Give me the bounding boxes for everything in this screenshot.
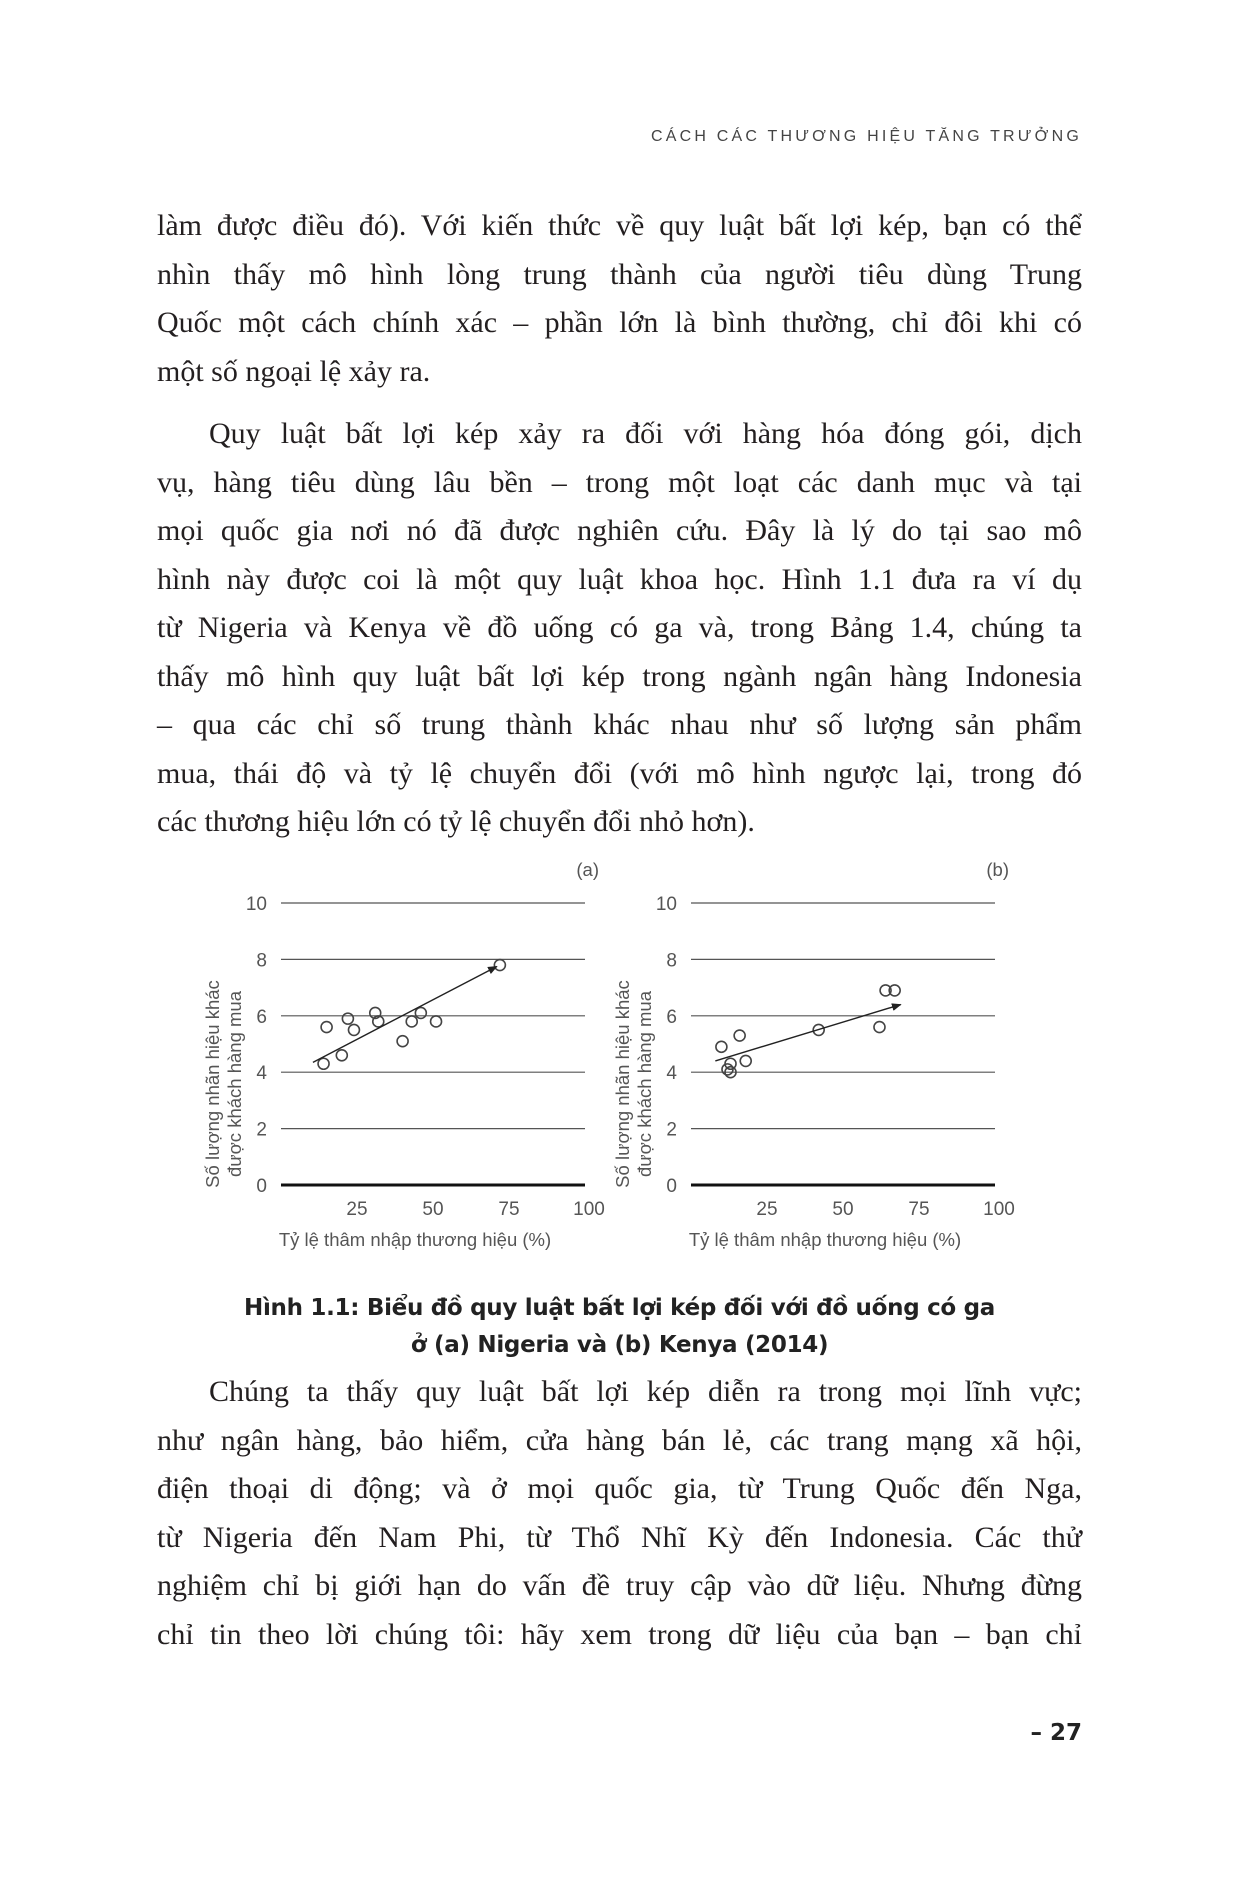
data-point (739, 1054, 753, 1068)
x-tick-label: 25 (346, 1199, 367, 1220)
y-tick-label: 8 (666, 950, 677, 971)
y-tick-label: 2 (256, 1120, 267, 1141)
data-point (721, 1063, 734, 1076)
data-point (347, 1023, 361, 1037)
text-line: như ngân hàng, bảo hiểm, cửa hàng bán lẻ… (157, 1423, 1082, 1457)
text-line: Quy luật bất lợi kép xảy ra đối với hàng… (209, 417, 1082, 450)
y-axis-label: được khách hàng mua (634, 990, 655, 1177)
page-number: – 27 (1030, 1720, 1082, 1746)
data-point (317, 1057, 330, 1071)
data-point (879, 984, 892, 997)
data-point (888, 984, 901, 997)
text-line: nhìn thấy mô hình lòng trung thành của n… (157, 257, 1082, 291)
data-point (733, 1029, 746, 1042)
text-line: từ Nigeria đến Nam Phi, từ Thổ Nhĩ Kỳ đế… (157, 1520, 1082, 1554)
data-point (368, 1006, 382, 1020)
data-point (341, 1012, 355, 1025)
text-line: – qua các chỉ số trung thành khác nhau n… (157, 708, 1082, 741)
y-tick-label: 6 (666, 1007, 677, 1028)
caption-line-2: ở (a) Nigeria và (b) Kenya (2014) (410, 1332, 829, 1358)
chart-a: 0 2 4 6 8 10 25 50 75 100 Tỷ lệ thâm nhập thương h… (202, 859, 605, 1250)
text-line: vụ, hàng tiêu dùng lâu bền – trong một l… (157, 465, 1082, 499)
text-line: nghiệm chỉ bị giới hạn do vấn đề truy cậ… (157, 1569, 1082, 1602)
running-header: CÁCH CÁC THƯƠNG HIỆU TĂNG TRƯỞNG (651, 128, 1082, 145)
data-point (724, 1065, 737, 1079)
x-tick-label: 100 (983, 1199, 1015, 1220)
data-point (812, 1023, 825, 1037)
data-point (405, 1015, 419, 1028)
text-line: từ Nigeria và Kenya về đồ uống có ga và,… (157, 611, 1082, 644)
paragraph-2: Quy luật bất lợi kép xảy ra đối với hàng… (157, 410, 1082, 847)
data-point (493, 958, 507, 972)
data-point (335, 1048, 349, 1062)
data-point (715, 1040, 728, 1054)
x-tick-label: 25 (756, 1199, 777, 1220)
x-axis-label: Tỷ lệ thâm nhập thương hiệu (%) (279, 1229, 551, 1250)
y-tick-label: 0 (666, 1176, 677, 1197)
x-tick-label: 75 (908, 1199, 929, 1220)
text-line: làm được điều đó). Với kiến thức về quy … (157, 209, 1082, 242)
y-tick-label: 6 (256, 1007, 267, 1028)
text-line: Quốc một cách chính xác – phần lớn là bì… (157, 306, 1082, 339)
panel-label: (a) (576, 859, 599, 880)
data-point (320, 1020, 333, 1034)
caption-line-1: Hình 1.1: Biểu đồ quy luật bất lợi kép đ… (244, 1295, 995, 1321)
y-tick-label: 2 (666, 1120, 677, 1141)
data-point (429, 1015, 443, 1028)
text-line: Chúng ta thấy quy luật bất lợi kép diễn … (209, 1375, 1082, 1408)
y-tick-label: 10 (656, 894, 677, 915)
y-tick-label: 4 (256, 1063, 267, 1084)
y-tick-label: 4 (666, 1063, 677, 1084)
x-tick-label: 50 (832, 1199, 853, 1220)
x-tick-label: 100 (573, 1199, 605, 1220)
paragraph-3: Chúng ta thấy quy luật bất lợi kép diễn … (157, 1368, 1082, 1659)
paragraph-1: làm được điều đó). Với kiến thức về quy … (157, 202, 1082, 396)
x-tick-label: 50 (422, 1199, 443, 1220)
y-tick-label: 0 (256, 1176, 267, 1197)
y-axis-label: Số lượng nhãn hiệu khác (612, 980, 633, 1188)
chart-b: 0 2 4 6 8 10 25 50 75 100 Tỷ lệ thâm nhập thương h… (612, 859, 1015, 1250)
y-tick-label: 8 (256, 950, 267, 971)
text-line: một số ngoại lệ xảy ra. (157, 354, 431, 388)
text-line: điện thoại di động; và ở mọi quốc gia, t… (157, 1472, 1082, 1505)
data-point (414, 1006, 428, 1020)
x-axis-label: Tỷ lệ thâm nhập thương hiệu (%) (689, 1229, 961, 1250)
data-point (371, 1015, 385, 1028)
text-line: thấy mô hình quy luật bất lợi kép trong … (157, 659, 1082, 693)
text-line: mọi quốc gia nơi nó đã được nghiên cứu. … (157, 514, 1082, 547)
text-line: mua, thái độ và tỷ lệ chuyển đổi (với mô… (157, 756, 1082, 790)
trend-arrow (715, 1003, 902, 1062)
trend-arrow (312, 965, 498, 1063)
figure-caption: Hình 1.1: Biểu đồ quy luật bất lợi kép đ… (157, 1290, 1082, 1364)
y-axis-label: được khách hàng mua (224, 990, 245, 1177)
text-line: hình này được coi là một quy luật khoa h… (157, 562, 1082, 596)
y-axis-label: Số lượng nhãn hiệu khác (202, 980, 223, 1188)
y-tick-label: 10 (246, 894, 267, 915)
data-point (873, 1020, 886, 1034)
data-point (396, 1034, 409, 1048)
text-line: các thương hiệu lớn có tỷ lệ chuyển đổi … (157, 805, 755, 838)
panel-label: (b) (986, 859, 1009, 880)
x-tick-label: 75 (498, 1199, 519, 1220)
text-line: chỉ tin theo lời chúng tôi: hãy xem tron… (157, 1617, 1082, 1651)
